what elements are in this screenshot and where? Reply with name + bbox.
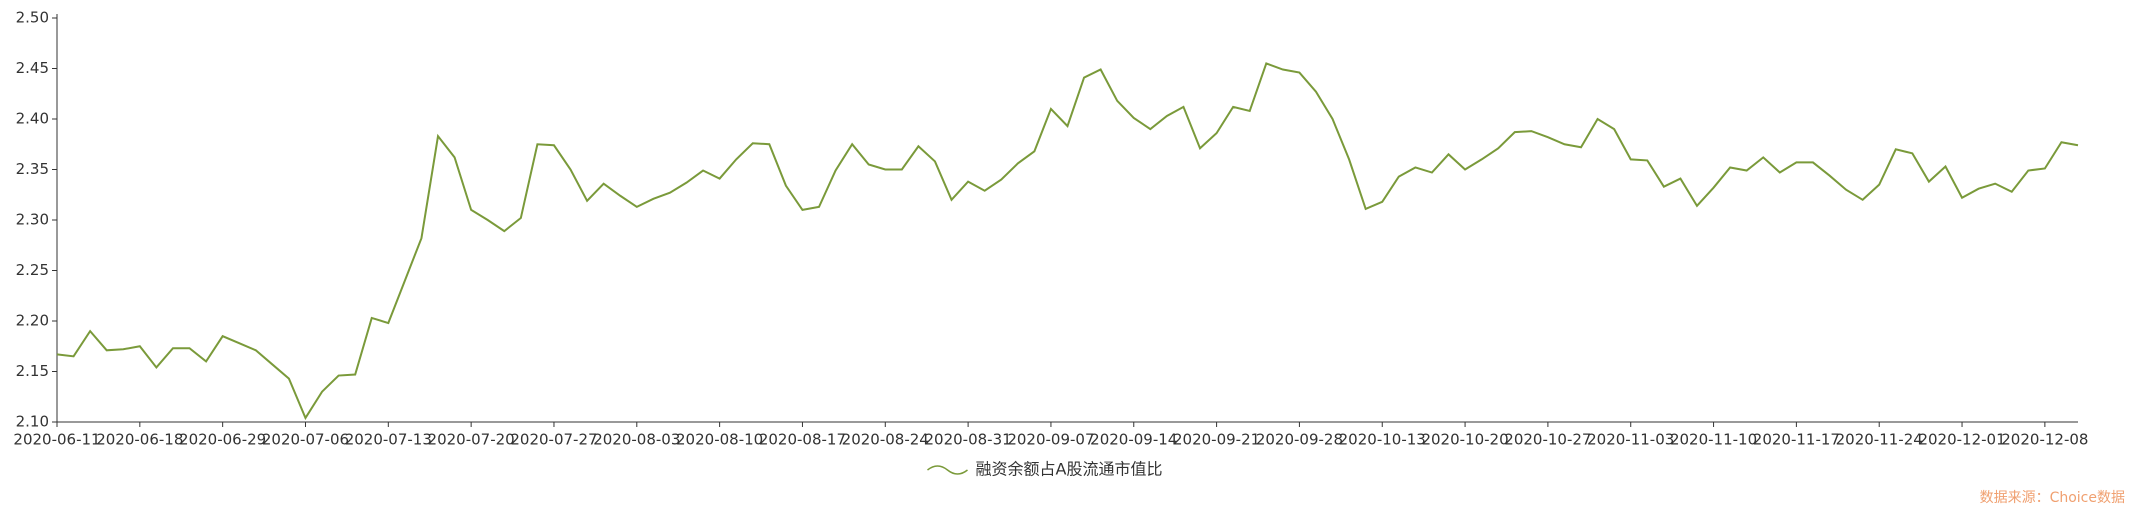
x-tick-label: 2020-12-08 [2001,431,2088,449]
x-tick-label: 2020-11-24 [1836,431,1923,449]
x-tick-label: 2020-08-17 [759,431,846,449]
x-tick-label: 2020-12-01 [1918,431,2005,449]
x-tick-label: 2020-11-03 [1587,431,1674,449]
y-tick-label: 2.35 [16,160,49,178]
y-tick-label: 2.20 [16,312,49,330]
y-tick-label: 2.25 [16,261,49,279]
x-tick-label: 2020-10-27 [1504,431,1591,449]
x-tick-label: 2020-11-17 [1753,431,1840,449]
x-tick-label: 2020-08-31 [925,431,1012,449]
x-tick-label: 2020-07-20 [428,431,515,449]
x-tick-label: 2020-07-27 [510,431,597,449]
x-tick-label: 2020-10-13 [1339,431,1426,449]
x-tick-label: 2020-09-07 [1007,431,1094,449]
x-tick-label: 2020-07-06 [262,431,349,449]
x-tick-label: 2020-09-28 [1256,431,1343,449]
x-tick-label: 2020-09-21 [1173,431,1260,449]
x-tick-label: 2020-06-29 [179,431,266,449]
x-tick-label: 2020-08-24 [842,431,929,449]
x-tick-label: 2020-07-13 [345,431,432,449]
x-tick-label: 2020-09-14 [1090,431,1177,449]
x-tick-label: 2020-06-11 [13,431,100,449]
y-tick-label: 2.30 [16,211,49,229]
legend-symbol [927,465,968,475]
x-tick-label: 2020-08-03 [593,431,680,449]
x-tick-label: 2020-08-10 [676,431,763,449]
y-tick-label: 2.15 [16,362,49,380]
x-tick-label: 2020-06-18 [96,431,183,449]
data-line [56,62,2079,421]
y-tick-label: 2.50 [16,9,49,27]
y-tick-label: 2.45 [16,59,49,77]
x-tick-label: 2020-10-20 [1421,431,1508,449]
y-tick-label: 2.40 [16,110,49,128]
legend-label: 融资余额占A股流通市值比 [976,460,1163,479]
y-tick-label: 2.10 [16,413,49,431]
x-tick-label: 2020-11-10 [1670,431,1757,449]
source-note: 数据来源：Choice数据 [1980,490,2125,506]
